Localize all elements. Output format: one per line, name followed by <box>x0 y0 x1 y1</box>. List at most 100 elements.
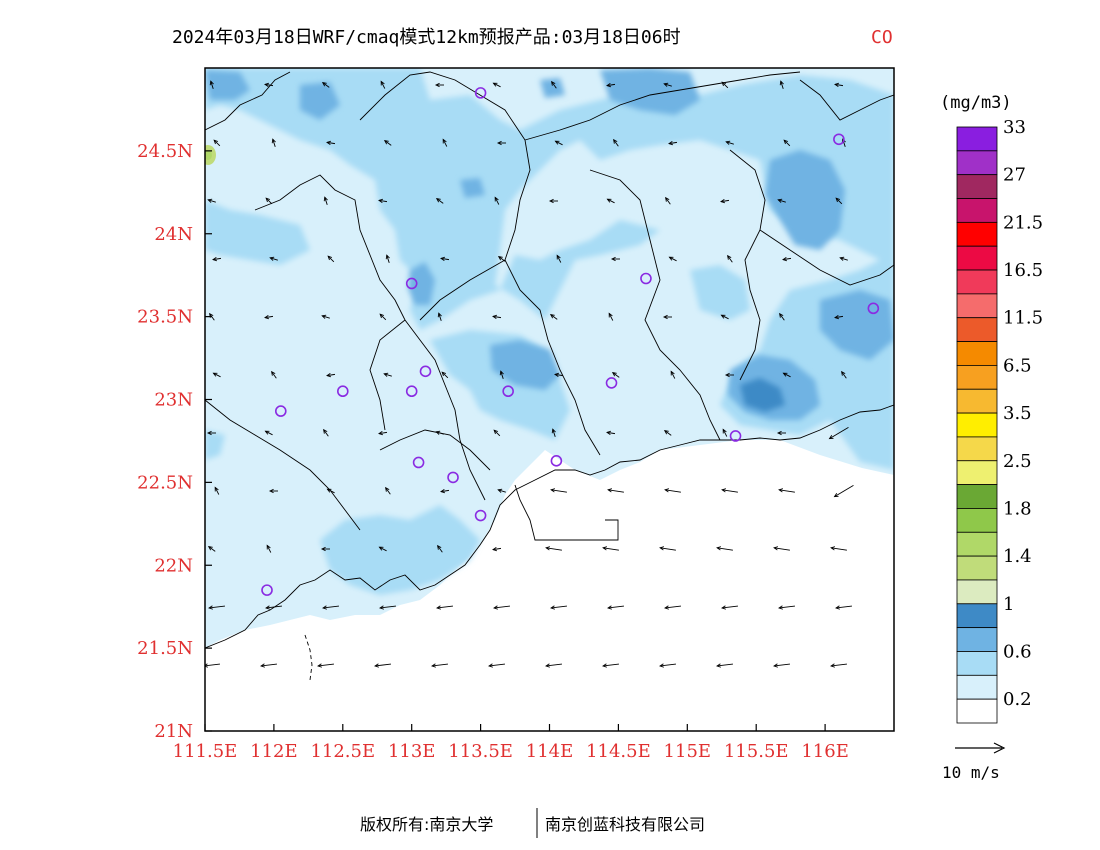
wind-arrow <box>556 254 562 263</box>
concentration-1-area <box>408 262 435 305</box>
wind-arrow <box>264 314 274 320</box>
wind-arrow <box>320 546 330 552</box>
wind-arrow <box>260 663 277 668</box>
concentration-1-area <box>490 340 560 390</box>
wind-arrow <box>839 256 848 261</box>
wind-arrow <box>499 370 504 379</box>
legend-swatch <box>956 674 998 700</box>
legend-swatch <box>956 579 998 605</box>
wind-arrow <box>385 254 390 263</box>
wind-arrow <box>834 314 844 320</box>
wind-arrow <box>440 256 450 262</box>
station-marker <box>274 405 287 417</box>
legend-swatch <box>956 364 998 390</box>
lon-label: 114E <box>526 741 574 762</box>
wind-arrow <box>496 140 506 146</box>
wind-arrow <box>378 198 388 204</box>
wind-arrow <box>379 605 396 610</box>
legend-swatch <box>956 531 998 557</box>
wind-arrow <box>721 81 729 89</box>
lon-label: 116E <box>801 741 849 762</box>
wind-arrow <box>551 80 557 89</box>
wind-arrow <box>778 605 795 610</box>
wind-arrow <box>385 486 391 495</box>
wind-arrow <box>782 256 792 262</box>
wind-arrow <box>663 430 672 436</box>
wind-arrow <box>724 372 734 378</box>
concentration-1-area <box>460 178 485 198</box>
wind-arrow <box>779 312 785 321</box>
wind-arrow <box>783 139 791 147</box>
wind-arrow <box>606 198 615 204</box>
wind-arrow <box>607 605 624 610</box>
wind-arrow <box>834 82 844 88</box>
wind-arrow <box>493 605 510 610</box>
lon-label: 115E <box>664 741 712 762</box>
wind-arrow <box>662 314 672 320</box>
wind-scale-arrowhead <box>993 742 1006 754</box>
concentration-0.6-area <box>205 68 894 470</box>
wind-arrow <box>663 82 672 87</box>
concentration-0.6-area <box>205 200 310 265</box>
wind-arrow <box>321 314 330 319</box>
wind-arrow <box>434 82 444 88</box>
wind-arrow <box>607 488 624 493</box>
wind-arrow <box>378 430 388 436</box>
legend-swatch <box>956 436 998 462</box>
legend-label: 0.6 <box>1003 641 1032 662</box>
legend-label: 1.4 <box>1003 546 1032 567</box>
wind-arrow <box>326 140 336 146</box>
wind-arrow <box>668 256 677 262</box>
legend-label: 27 <box>1003 165 1026 186</box>
region-border <box>205 71 291 131</box>
wind-arrow <box>606 82 616 88</box>
region-border <box>589 169 721 441</box>
wind-arrow <box>208 605 225 610</box>
wind-arrow <box>213 139 221 147</box>
station-markers <box>261 87 880 596</box>
lon-label: 111.5E <box>173 741 238 762</box>
concentration-1-area <box>300 82 340 120</box>
wind-scale-label: 10 m/s <box>942 763 1000 782</box>
wind-arrow <box>841 370 847 379</box>
wind-arrow <box>326 372 336 378</box>
region-border <box>369 319 406 431</box>
lon-label: 114.5E <box>586 741 651 762</box>
wind-arrow <box>323 428 329 437</box>
region-border <box>729 149 766 381</box>
legend-label: 21.5 <box>1003 212 1043 233</box>
legend-label: 33 <box>1003 117 1026 138</box>
station-marker <box>419 365 432 378</box>
island-outline <box>304 634 313 681</box>
region-border <box>799 79 894 121</box>
wind-arrow <box>670 370 676 379</box>
lon-label: 112E <box>250 741 298 762</box>
concentration-0.6-area <box>205 430 225 460</box>
wind-arrow <box>830 546 847 551</box>
region-border <box>205 399 361 531</box>
wind-arrow <box>720 314 729 320</box>
wind-arrow <box>212 256 222 262</box>
wind-arrow <box>268 488 278 494</box>
hk-boundary <box>514 484 619 541</box>
legend-label: 6.5 <box>1003 355 1032 376</box>
wind-arrow <box>435 198 444 204</box>
lon-label: 113E <box>388 741 436 762</box>
legend-swatch <box>956 341 998 366</box>
wind-arrow <box>773 546 790 551</box>
legend-swatch <box>956 269 998 295</box>
wind-arrow <box>205 663 220 668</box>
wind-arrow <box>716 546 733 551</box>
wind-arrow <box>327 255 335 263</box>
wind-arrow <box>779 80 784 89</box>
legend-swatch <box>956 198 998 223</box>
station-marker <box>474 87 487 99</box>
lat-label: 23N <box>154 390 193 411</box>
wind-arrow <box>497 488 506 493</box>
legend-label: 11.5 <box>1003 308 1043 329</box>
legend-swatch <box>956 651 998 676</box>
wind-arrow <box>437 544 443 553</box>
lon-label: 112.5E <box>310 741 375 762</box>
legend-swatch <box>956 317 998 342</box>
